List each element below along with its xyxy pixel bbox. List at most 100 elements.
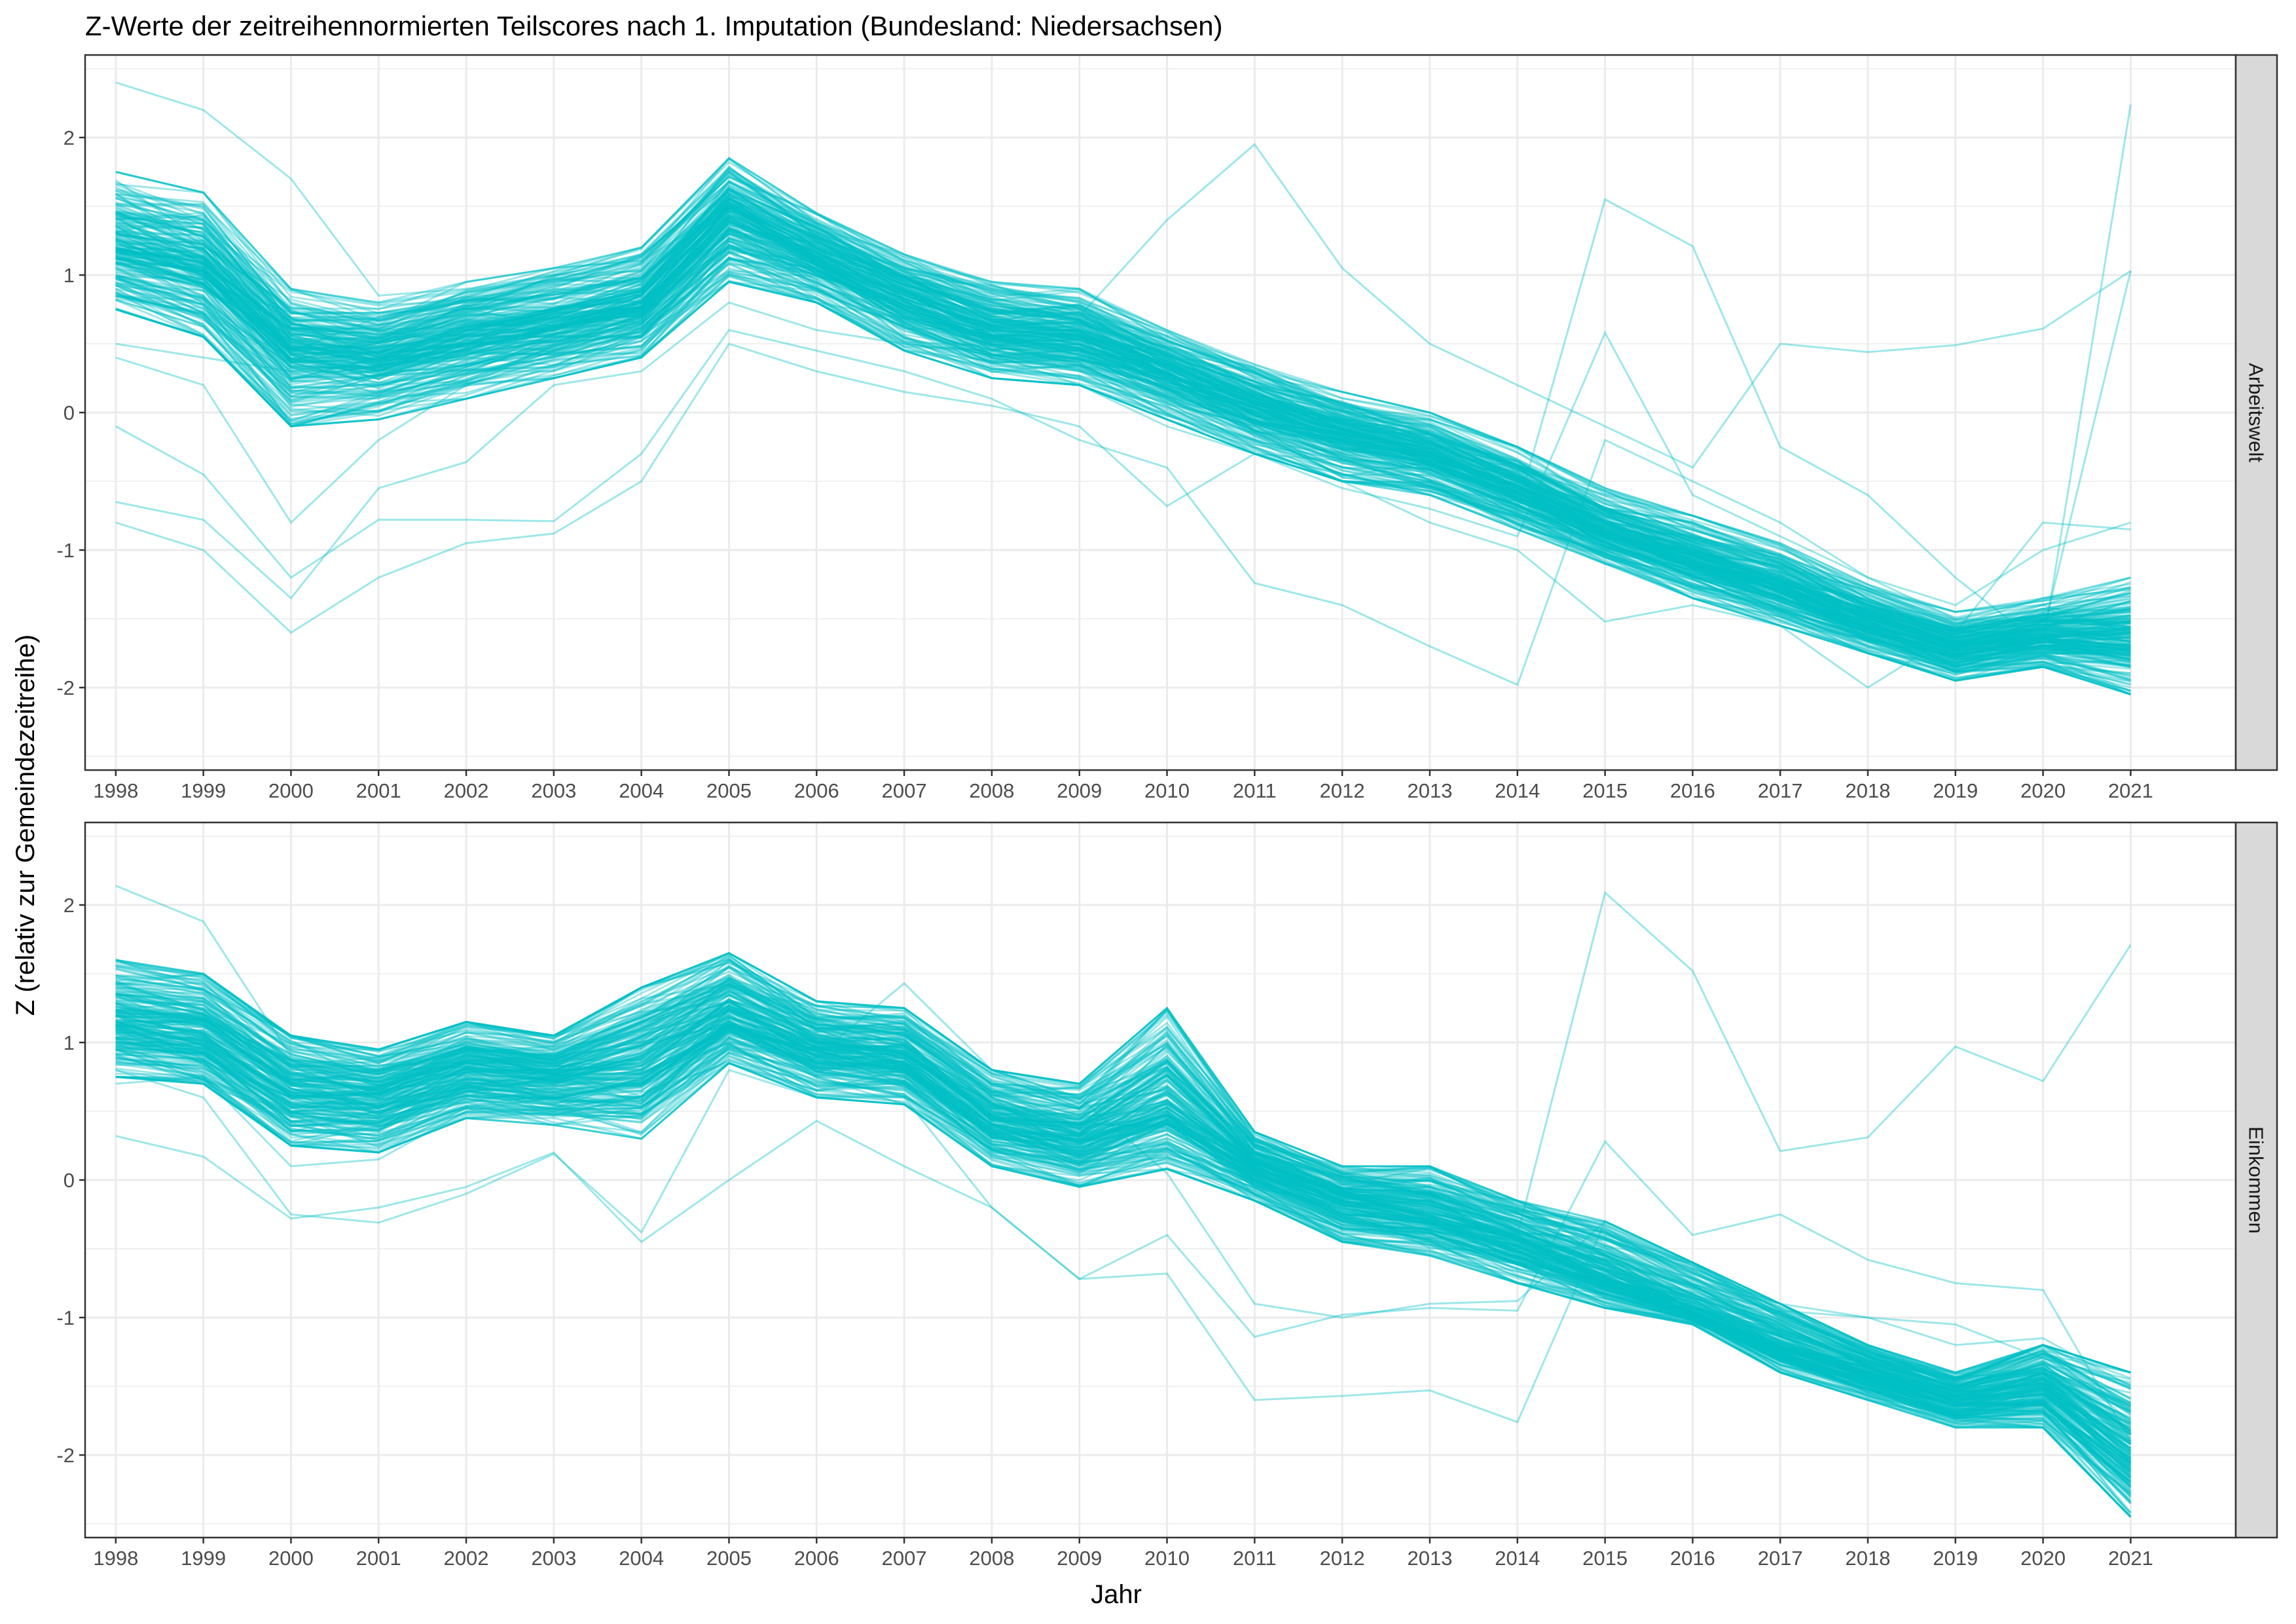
x-tick-label: 2019: [1933, 779, 1978, 802]
x-tick-label: 2008: [969, 1547, 1014, 1570]
x-tick-label: 1999: [181, 1547, 226, 1570]
series-line: [115, 202, 2131, 654]
outlier-series-line: [115, 1119, 2132, 1442]
x-tick-label: 2019: [1933, 1547, 1978, 1570]
series-line: [115, 985, 2132, 1455]
series-line: [115, 976, 2132, 1411]
series-line: [115, 220, 2131, 655]
series-line: [115, 189, 2131, 625]
series-line: [115, 211, 2131, 646]
series-line: [115, 992, 2132, 1477]
series-line: [115, 227, 2131, 665]
series-line: [115, 954, 2132, 1409]
x-tick-label: 2020: [2020, 779, 2066, 802]
series-line: [115, 240, 2131, 671]
y-tick-label: -2: [56, 676, 75, 699]
series-line: [115, 1044, 2132, 1479]
series-line: [115, 993, 2132, 1443]
outlier-series-line: [115, 1069, 2132, 1424]
series-line: [115, 202, 2131, 654]
series-line: [115, 261, 2131, 695]
series-line: [115, 201, 2131, 638]
series-line: [115, 1023, 2132, 1470]
series-line: [115, 1008, 2132, 1445]
series-line: [115, 1007, 2132, 1450]
series-line: [115, 157, 2131, 635]
series-line: [115, 1024, 2132, 1427]
series-line: [115, 215, 2131, 661]
series-line: [115, 999, 2131, 1394]
series-line: [115, 229, 2131, 642]
series-line: [115, 967, 2132, 1407]
series-line: [115, 197, 2131, 644]
series-line: [115, 191, 2131, 634]
series-line: [115, 240, 2131, 673]
series-line: [115, 232, 2131, 652]
x-tick-label: 2017: [1758, 779, 1803, 802]
series-line: [115, 1052, 2132, 1518]
series-line: [115, 221, 2131, 658]
series-line: [115, 1006, 2132, 1479]
series-line: [115, 196, 2131, 646]
series-line: [115, 1039, 2132, 1475]
series-line: [115, 205, 2131, 643]
series-line: [115, 197, 2131, 643]
series-line: [115, 272, 2131, 659]
series-line: [115, 1001, 2132, 1452]
series-line: [115, 1029, 2132, 1485]
series-line: [115, 989, 2132, 1425]
series-line: [115, 951, 2131, 1377]
series-line: [115, 280, 2131, 682]
series-line: [115, 191, 2131, 638]
series-line: [115, 194, 2131, 648]
series-line: [115, 204, 2131, 629]
series-line: [115, 168, 2131, 635]
y-tick-label: 1: [64, 1031, 75, 1054]
series-line: [115, 1020, 2132, 1460]
series-line: [115, 976, 2132, 1424]
series-line: [115, 964, 2132, 1424]
series-line: [115, 1061, 2132, 1518]
series-line: [115, 239, 2131, 667]
series-line: [115, 972, 2132, 1403]
series-line: [115, 197, 2131, 635]
x-tick-label: 2005: [706, 1547, 752, 1570]
series-line: [115, 1024, 2132, 1461]
series-line: [115, 1001, 2132, 1443]
series-line: [115, 961, 2132, 1408]
series-line: [115, 201, 2131, 639]
series-line: [115, 980, 2131, 1381]
y-tick-label: -1: [56, 1306, 75, 1329]
series-line: [115, 965, 2132, 1445]
series-line: [115, 978, 2132, 1408]
series-line: [115, 197, 2131, 632]
series-line: [115, 1042, 2132, 1492]
series-line: [115, 958, 2131, 1390]
series-line: [115, 1032, 2132, 1485]
series-line: [115, 973, 2131, 1381]
series-line: [115, 170, 2131, 631]
series-line: [115, 1029, 2132, 1513]
series-line: [115, 1016, 2132, 1432]
series-line: [115, 1018, 2132, 1460]
facet-einkommen: Einkommen 2 1 0 -1 -2 1998 1999 2000 2001 2002 2003…: [56, 821, 2278, 1570]
series-line: [115, 237, 2131, 652]
series-line: [115, 219, 2131, 654]
series-line: [115, 219, 2131, 642]
series-line: [115, 951, 2131, 1375]
x-tick-label: 2018: [1846, 779, 1891, 802]
series-line: [115, 204, 2131, 659]
series-line: [115, 1006, 2132, 1436]
series-line: [115, 214, 2131, 634]
series-line: [115, 1046, 2132, 1498]
series-line: [115, 187, 2131, 638]
series-line: [115, 246, 2131, 657]
x-tick-label: 2003: [531, 779, 576, 802]
series-line: [115, 239, 2131, 669]
series-line: [115, 1003, 2132, 1456]
series-line: [115, 1028, 2131, 1429]
series-line: [115, 1024, 2132, 1517]
series-line: [115, 1014, 2132, 1429]
series-line: [115, 189, 2131, 638]
x-tick-label: 1998: [93, 779, 138, 802]
